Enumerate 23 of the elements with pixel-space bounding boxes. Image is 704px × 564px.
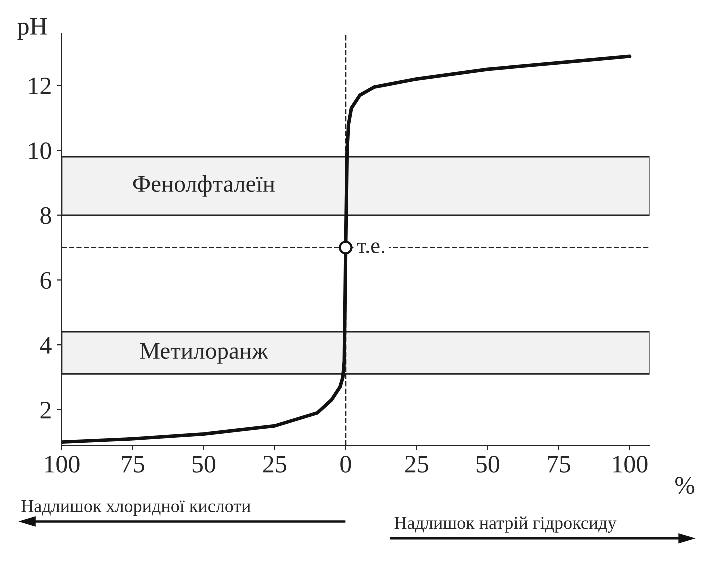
band-label: Метилоранж xyxy=(140,343,269,364)
x-tick-label: 100 xyxy=(45,456,80,473)
x-tick-label: 100 xyxy=(613,456,648,473)
y-tick-label: 2 xyxy=(40,402,51,419)
line-series xyxy=(62,54,632,444)
x-tick-label: 25 xyxy=(406,456,428,473)
y-tick-label: 4 xyxy=(40,337,52,354)
text: Надлишок натрій гідроксиду xyxy=(394,516,617,533)
text: Надлишок хлоридної кислоти xyxy=(22,500,251,516)
x-tick-label: 50 xyxy=(192,456,216,473)
y-tick-label: 6 xyxy=(40,272,52,290)
x-tick-label: 75 xyxy=(122,456,144,473)
x-tick-label: 0 xyxy=(340,456,352,473)
x-axis-title: % xyxy=(676,477,695,494)
y-axis-title: pH xyxy=(18,18,48,40)
y-tick-label: 10 xyxy=(29,142,52,160)
x-tick-label: 50 xyxy=(476,456,500,473)
x-tick-label: 25 xyxy=(264,456,286,473)
y-tick-label: 8 xyxy=(40,207,52,224)
band-label: Фенолфталеїн xyxy=(133,176,275,197)
y-tick-label: 12 xyxy=(29,78,51,94)
annotation: т.е. xyxy=(357,242,385,254)
x-tick-label: 75 xyxy=(548,456,570,473)
